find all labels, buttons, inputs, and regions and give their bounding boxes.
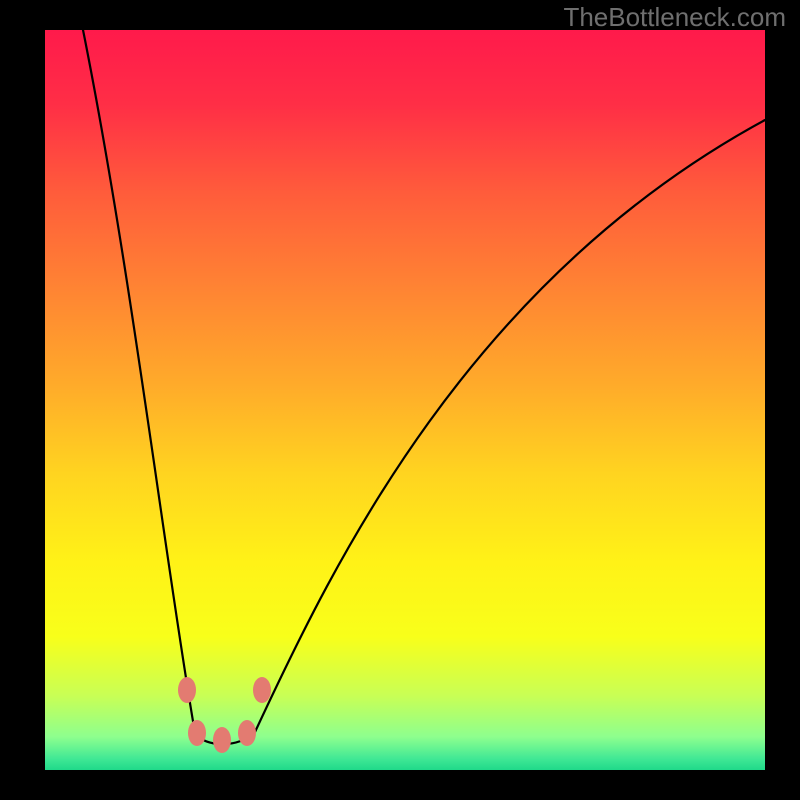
valley-marker <box>238 720 256 746</box>
chart-container: TheBottleneck.com <box>0 0 800 800</box>
watermark-text: TheBottleneck.com <box>563 2 786 33</box>
valley-marker <box>178 677 196 703</box>
valley-marker <box>188 720 206 746</box>
bottleneck-chart-svg <box>0 0 800 800</box>
valley-marker <box>213 727 231 753</box>
valley-marker <box>253 677 271 703</box>
chart-plot-area <box>45 30 765 770</box>
